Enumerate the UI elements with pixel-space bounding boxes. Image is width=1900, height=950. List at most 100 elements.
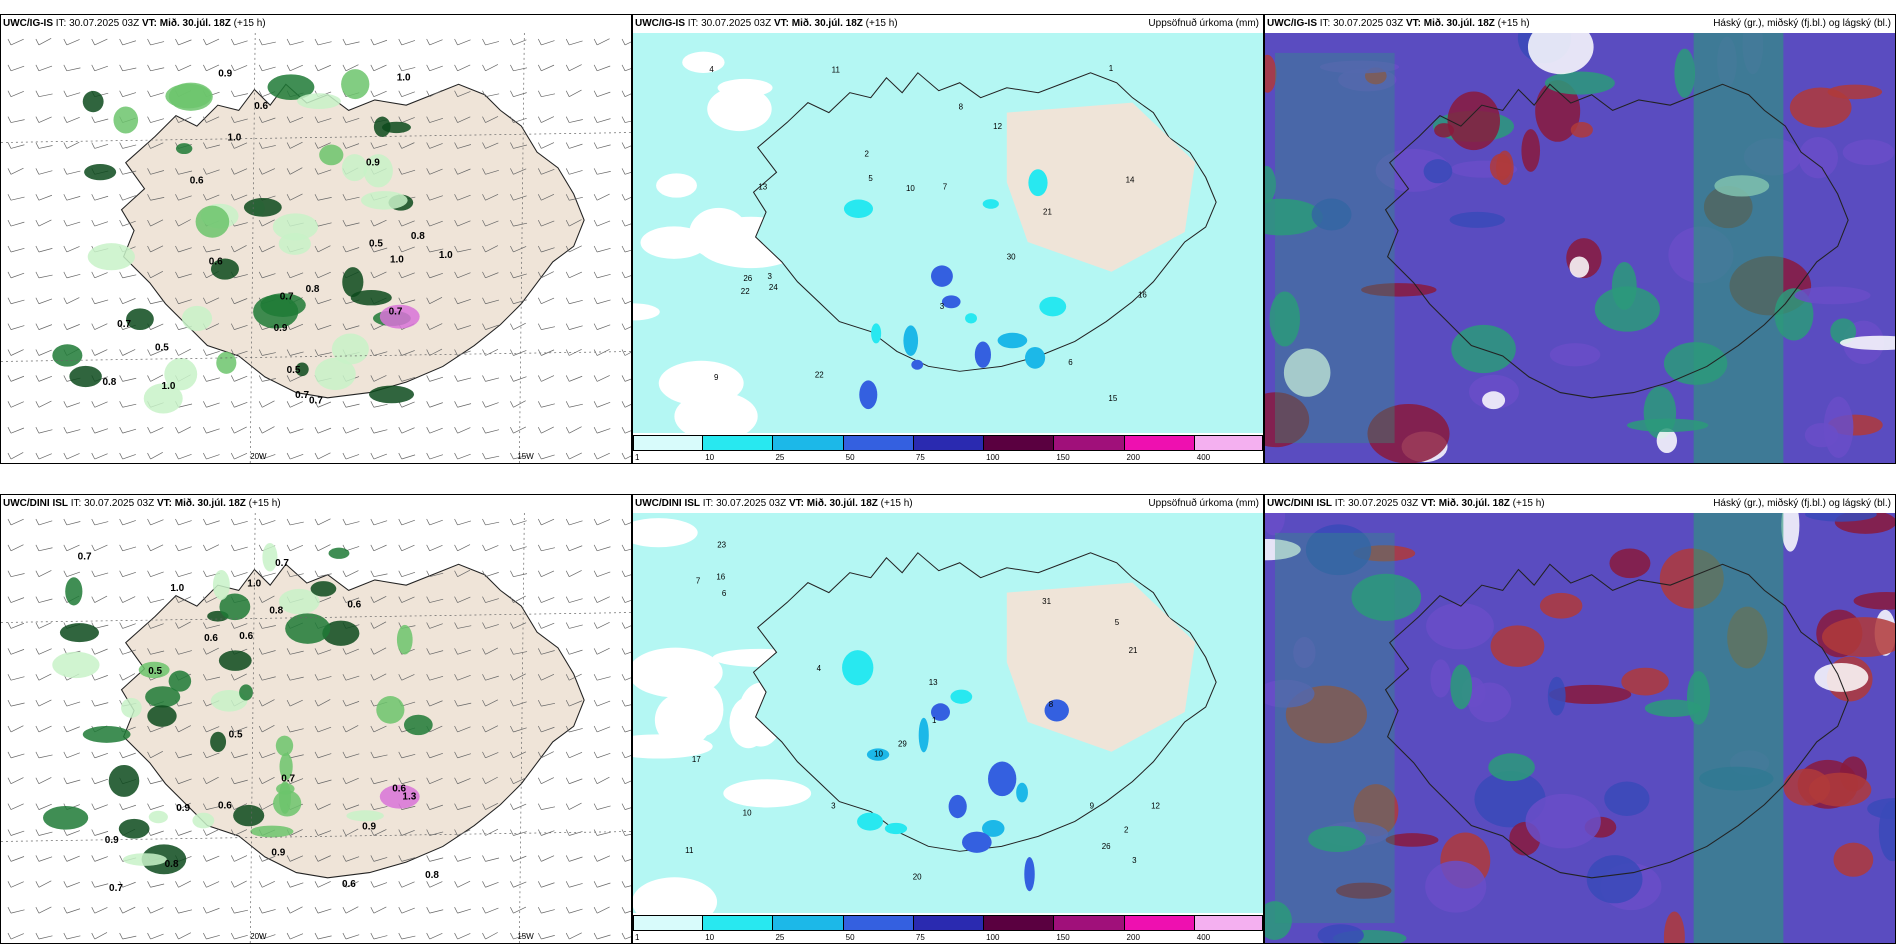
value-label: 3: [940, 302, 945, 311]
value-label: 3: [1132, 856, 1137, 865]
value-label: 26: [743, 274, 752, 283]
wind-map: 20W 15W 0.6 0.7 0.9 1.0 0.7 0.9 0.8 0.6 0.5 0.7 0.8 1…: [1, 33, 631, 463]
wind-panel-top: UWC/IG-IS IT: 30.07.2025 03Z VT: Mið. 30…: [0, 14, 632, 464]
value-label: 0.8: [411, 231, 425, 242]
value-label: 0.7: [281, 774, 295, 785]
colorbar-tick: 50: [845, 453, 855, 462]
precip-title: Uppsöfnuð úrkoma (mm): [1148, 498, 1259, 509]
colorbar-tick: 10: [705, 453, 715, 462]
value-label: 0.6: [204, 633, 218, 644]
colorbar-swatch: [633, 915, 704, 931]
cloud-shading: [1265, 33, 1895, 463]
value-label: 0.5: [287, 365, 301, 376]
value-label: 7: [943, 182, 948, 191]
iceland-outline: [1384, 83, 1849, 399]
lon-label: 20W: [250, 452, 267, 461]
green-shading: [43, 542, 433, 875]
value-label: 2: [865, 149, 870, 158]
value-label: 13: [758, 182, 767, 191]
colorbar-swatch: [1194, 435, 1263, 451]
value-label: 0.8: [306, 284, 320, 295]
colorbar-swatch: [913, 915, 985, 931]
value-label: 0.7: [295, 390, 309, 401]
value-label: 20: [913, 872, 922, 881]
value-label: 0.8: [165, 859, 179, 870]
precip-panel-bottom: UWC/DINI ISL IT: 30.07.2025 03Z VT: Mið.…: [632, 494, 1264, 944]
value-label: 0.6: [254, 101, 268, 112]
value-label: 8: [1049, 700, 1054, 709]
value-label: 0.5: [148, 666, 162, 677]
value-label: 1: [932, 716, 937, 725]
value-label: 0.8: [102, 377, 116, 388]
precip-shading: [842, 650, 1069, 892]
pink-shading: [379, 784, 420, 809]
cloud-panel-bottom: UWC/DINI ISL IT: 30.07.2025 03Z VT: Mið.…: [1264, 494, 1896, 944]
value-label: 30: [1007, 252, 1016, 261]
colorbar-tick: 1: [635, 453, 640, 462]
value-label: 0.6: [209, 256, 223, 267]
value-label: 31: [1042, 597, 1051, 606]
iceland-land: [120, 83, 585, 399]
cloud-map: [1265, 33, 1895, 463]
value-label: 0.7: [389, 306, 403, 317]
value-label: 9: [714, 373, 719, 382]
value-label: 0.9: [218, 69, 232, 80]
value-label: 1.0: [390, 255, 404, 266]
value-label: 1.0: [162, 381, 176, 392]
colorbar-swatch: [843, 435, 914, 451]
colorbar-tick: 200: [1126, 933, 1140, 942]
value-label: 0.5: [155, 343, 169, 354]
value-label: 3: [831, 801, 836, 810]
cloud-map: [1265, 513, 1895, 943]
value-label: 12: [993, 122, 1002, 131]
value-label: 0.7: [78, 552, 92, 563]
panel-header: UWC/DINI ISL IT: 30.07.2025 03Z VT: Mið.…: [1265, 495, 1895, 513]
value-label: 0.7: [275, 558, 289, 569]
value-label: 1.3: [402, 792, 416, 803]
value-label: 2: [1124, 826, 1129, 835]
value-label: 1: [1109, 64, 1114, 73]
colorbar-tick: 150: [1056, 933, 1070, 942]
colorbar-swatch: [1124, 435, 1195, 451]
value-label: 6: [722, 589, 727, 598]
dry-land-area: [1006, 102, 1196, 272]
value-label: 0.6: [342, 879, 356, 890]
cloud-panel-top: UWC/IG-IS IT: 30.07.2025 03Z VT: Mið. 30…: [1264, 14, 1896, 464]
value-label: 1.0: [247, 578, 261, 589]
colorbar-swatch: [1054, 435, 1125, 451]
colorbar-tick: 400: [1196, 933, 1211, 942]
precip-panel-top: UWC/IG-IS IT: 30.07.2025 03Z VT: Mið. 30…: [632, 14, 1264, 464]
pink-shading: [379, 304, 420, 329]
value-label: 4: [817, 664, 822, 673]
value-label: 0.9: [366, 158, 380, 169]
colorbar-tick: 25: [775, 453, 785, 462]
colorbar-tick: 25: [775, 933, 785, 942]
lon-label: 15W: [517, 452, 534, 461]
colorbar-swatch: [984, 915, 1055, 931]
value-label: 29: [898, 739, 907, 748]
panel-header: UWC/IG-IS IT: 30.07.2025 03Z VT: Mið. 30…: [3, 18, 266, 29]
lon-label: 20W: [250, 932, 267, 941]
panel-header: UWC/IG-IS IT: 30.07.2025 03Z VT: Mið. 30…: [1265, 15, 1895, 33]
panel-header: UWC/IG-IS IT: 30.07.2025 03Z VT: Mið. 30…: [633, 15, 1263, 33]
value-label: 16: [716, 572, 725, 581]
colorbar-tick: 400: [1196, 453, 1211, 462]
cloud-shading: [1265, 513, 1895, 943]
colorbar-tick: 75: [915, 453, 925, 462]
colorbar-frame: [633, 435, 1263, 451]
colorbar-swatch: [633, 435, 704, 451]
value-label: 0.9: [362, 821, 376, 832]
value-label: 1.0: [227, 133, 241, 144]
value-label: 16: [1138, 291, 1147, 300]
value-label: 0.9: [176, 803, 190, 814]
colorbar-swatch: [843, 915, 914, 931]
value-label: 21: [1129, 646, 1138, 655]
wind-panel-bottom: UWC/DINI ISL IT: 30.07.2025 03Z VT: Mið.…: [0, 494, 632, 944]
colorbar-tick: 50: [845, 933, 855, 942]
value-label: 17: [692, 755, 701, 764]
colorbar-tick: 150: [1056, 453, 1070, 462]
graticule: [1, 513, 631, 943]
value-label: 0.9: [271, 848, 285, 859]
value-label: 9: [1090, 802, 1095, 811]
value-label: 0.9: [105, 835, 119, 846]
